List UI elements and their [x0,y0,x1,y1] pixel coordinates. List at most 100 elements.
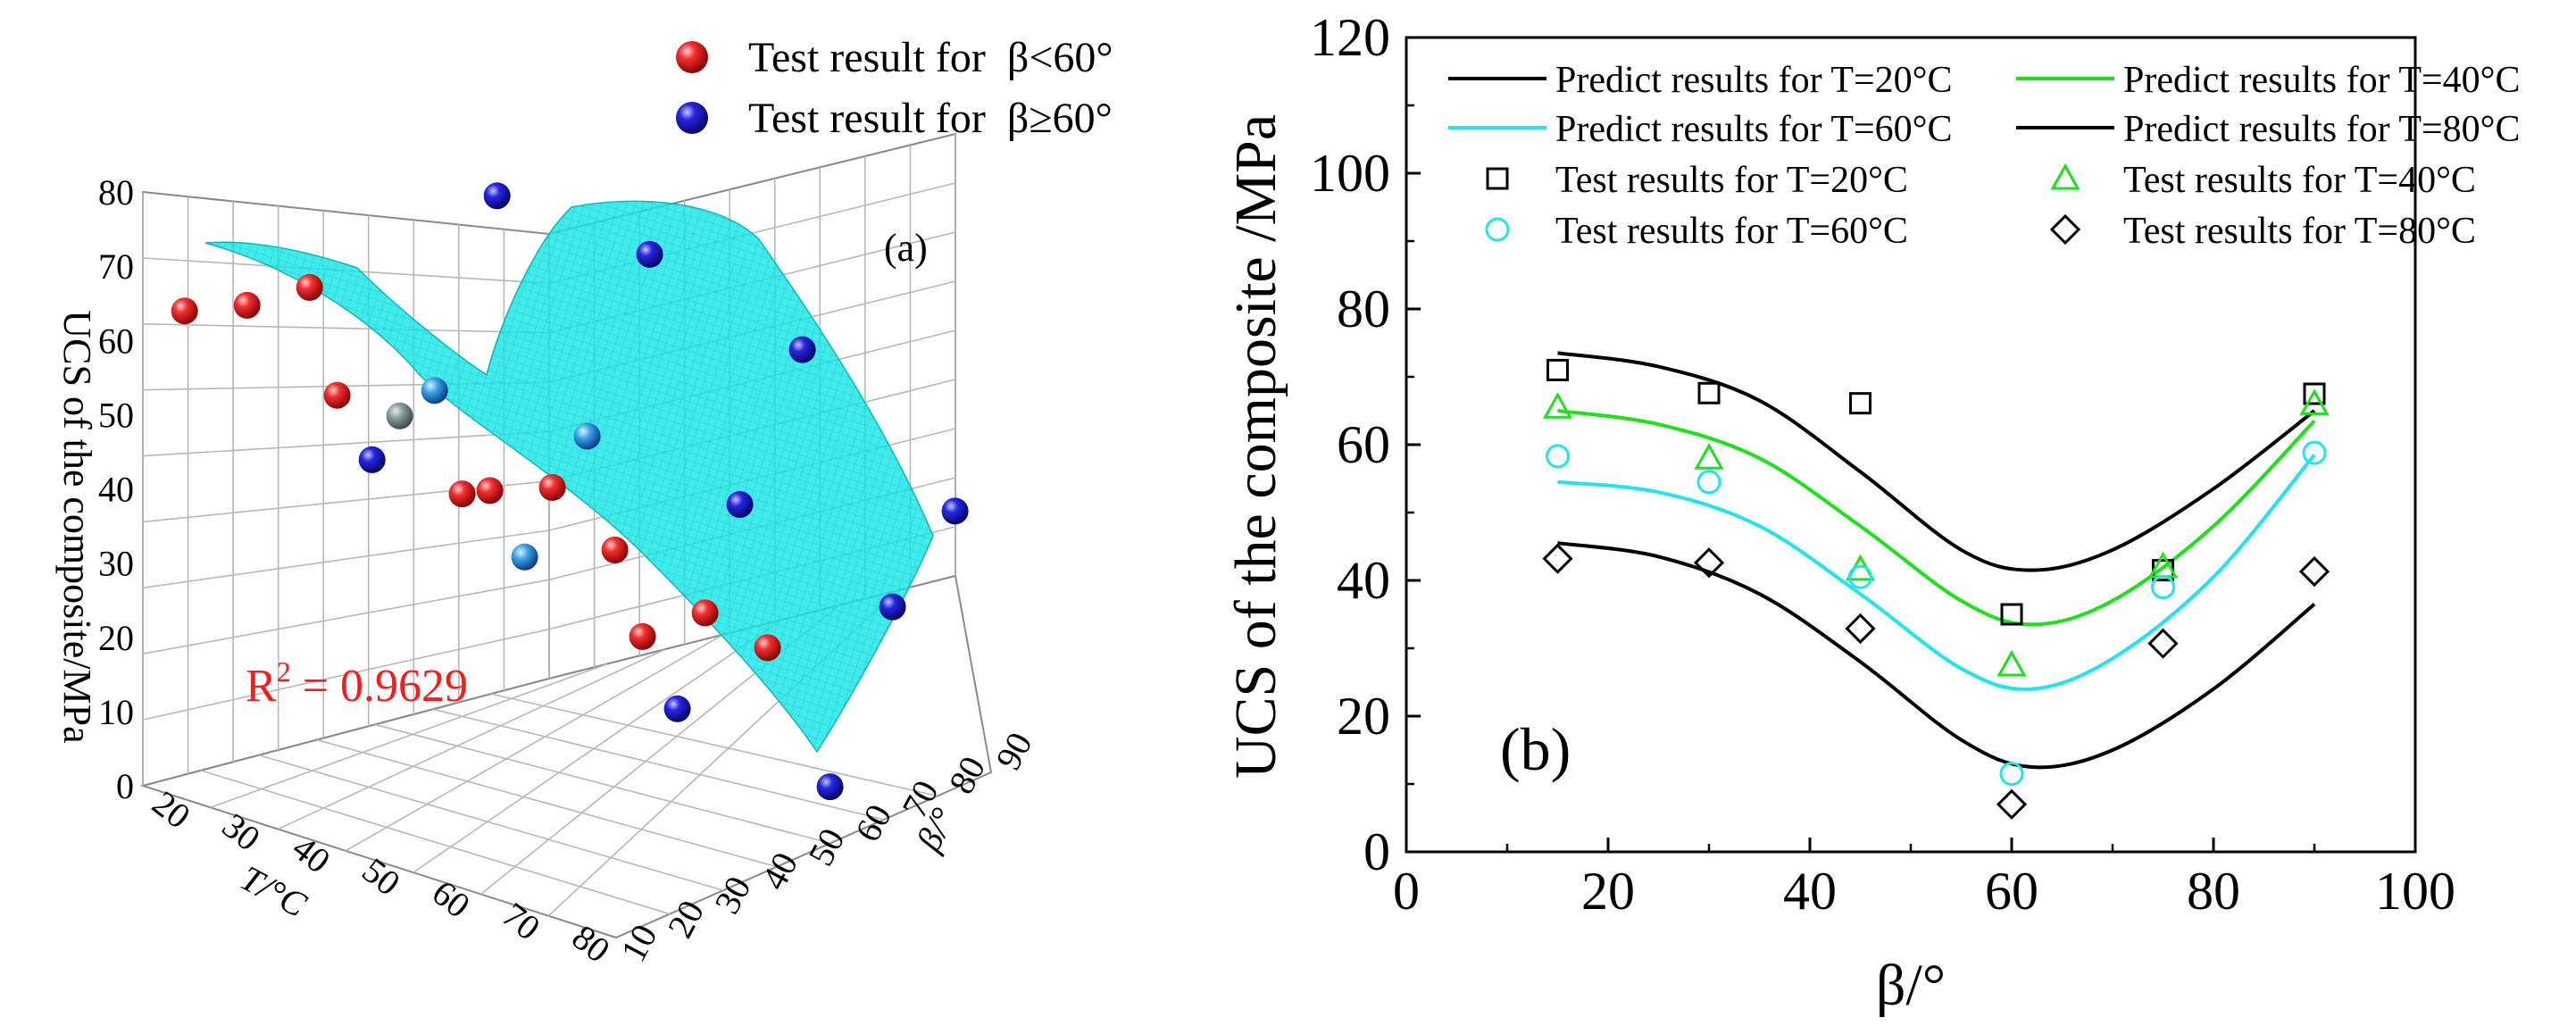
red-ball-1 [233,291,261,319]
grid-line [142,628,550,721]
diamond-marker-black [1996,788,2028,820]
grid-line [278,648,666,830]
blue-ball-5 [636,240,663,268]
circle-marker-cyan [1999,762,2024,787]
line-cyan [1557,454,2316,691]
square-marker-red [1697,381,1721,404]
red-ball-11 [754,634,781,662]
legend-b-item: Test results for T=20°C [1555,160,1908,201]
blue-ball-10 [879,593,906,621]
y-tick-label: 80 [1337,279,1390,338]
grid-line [316,738,778,868]
red-ball-6 [476,477,504,504]
grid-line [413,619,782,873]
response-surface [204,200,934,754]
square-marker-red [2000,603,2023,626]
legend-a-item-2: Test result for β≥60° [748,95,1113,142]
legend-b-item: Predict results for T=40°C [2123,60,2521,101]
legend-a-item-1: Test result for β<60° [748,34,1113,81]
grid-line [142,430,550,457]
blue-ball-6 [663,695,691,722]
panel-a-legend: Test result for β<60° Test result for β≥… [676,34,1113,142]
legend-blue-ball [676,102,708,134]
square-marker-red [1849,392,1872,415]
blue-ball-1 [421,377,448,404]
legend-b-item: Test results for T=60°C [1555,211,1908,252]
blue-ball-3 [511,543,538,571]
panel-b-series-markers [1542,358,2330,820]
r-squared-prefix: R [246,661,277,712]
diamond-marker-black [1693,547,1725,579]
legend-b-item: Test results for T=40°C [2123,160,2476,201]
y-tick-label: 0 [1363,822,1390,881]
blue-ball-0 [358,446,386,473]
x-tick-label: 0 [1393,862,1420,921]
red-ball-8 [601,536,629,563]
panel-b-axes: 0 20 40 60 80 100 0 20 40 60 80 100 120 [1310,8,2455,921]
panel-b-legend: Predict results for T=20°C Predict result… [1448,60,2521,252]
panel-b-series-lines [1557,351,2316,770]
circle-marker-cyan [1696,470,1722,495]
legend-marker-cyan [1485,217,1510,242]
blue-ball-2 [483,182,511,210]
triangle-marker-green [2299,388,2330,415]
red-ball-5 [448,480,476,508]
blue-ball-7 [726,491,754,518]
r-squared-value: = 0.9629 [291,661,468,712]
z-tick-label: 70 [98,246,134,287]
y-tick-label: 90 [988,726,1040,776]
x-tick-label: 60 [1985,862,2038,921]
legend-marker-red [1486,167,1509,190]
panel-b-label: (b) [1500,715,1571,783]
panel-a-z-ticks: 0 10 20 30 40 50 60 70 80 [98,172,134,806]
red-ball-7 [538,473,566,501]
legend-b-item: Predict results for T=60°C [1555,109,1953,150]
grid-line [258,754,724,891]
panel-b-y-label: UCS of the composite /MPa [1223,114,1288,779]
z-tick-label: 0 [116,766,134,806]
y-tick-label: 20 [1337,687,1390,746]
z-tick-label: 50 [98,395,134,435]
red-ball-0 [171,297,198,325]
y-tick-label: 40 [1337,551,1390,610]
circle-marker-cyan [2302,440,2327,465]
red-ball-4 [386,402,413,429]
y-tick-label: 100 [1310,144,1390,203]
line-green [1557,409,2316,627]
diamond-marker-black [2147,628,2179,659]
grid-line [210,663,608,809]
triangle-marker-green [1542,392,1573,419]
grid-line [200,770,671,915]
y-tick-label: 60 [1337,415,1390,474]
blue-ball-9 [816,773,844,801]
x-tick-label: 20 [1581,862,1635,921]
grid-line [142,322,550,334]
diamond-marker-black [2298,555,2330,588]
legend-b-item: Predict results for T=80°C [2123,109,2521,150]
grid-line [432,708,885,821]
grid-line [490,693,938,797]
diamond-marker-black [1542,543,1573,574]
square-marker-red [2303,382,2326,405]
circle-marker-cyan [2151,575,2175,600]
y-tick-label: 120 [1310,8,1390,67]
red-ball-9 [629,622,656,650]
red-ball-3 [323,381,351,409]
z-tick-label: 20 [98,618,134,658]
panel-b-x-label: β/° [1876,953,1946,1018]
r-squared-sup: 2 [277,655,291,688]
z-tick-label: 10 [98,692,134,732]
panel-a-z-label: UCS of the composite/MPa [55,310,99,743]
r-squared-annotation: R2 = 0.9629 [246,655,468,712]
blue-ball-8 [788,336,816,363]
triangle-marker-green [1997,649,2027,677]
z-tick-label: 60 [98,321,134,361]
circle-marker-cyan [1848,564,1872,589]
panel-a-data-points [171,182,969,801]
square-marker-red [1546,358,1569,381]
triangle-marker-green [1845,554,1876,581]
z-tick-label: 40 [98,470,134,510]
grid-line [374,723,831,845]
